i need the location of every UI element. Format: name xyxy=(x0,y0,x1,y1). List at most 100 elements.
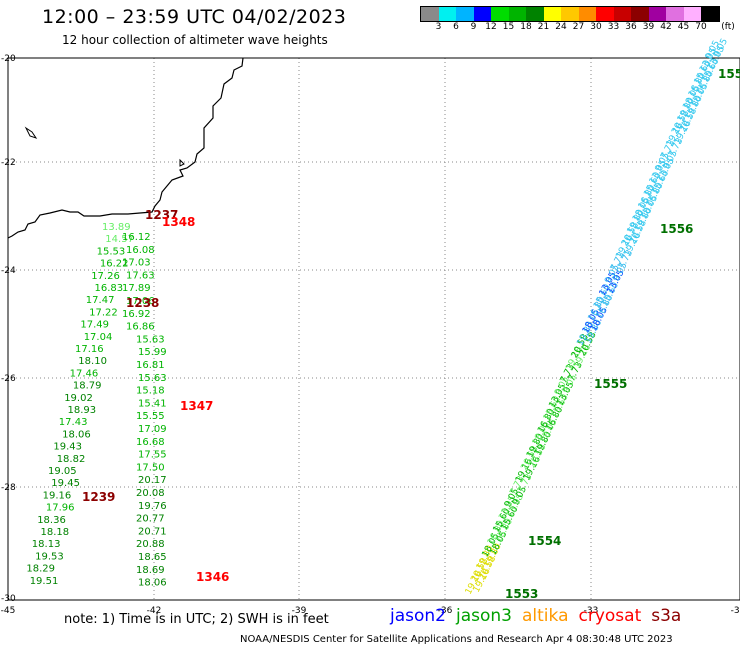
swh-value-label: 17.96 xyxy=(46,503,75,514)
swh-value-label: 19.45 xyxy=(51,478,80,489)
colorbar-tick: 9 xyxy=(470,22,477,32)
pass-time-labels: 1237 1238 1239 1348 1347 1346 1553 1554 1555 1556… xyxy=(82,67,740,601)
swh-value-label: 18.13 xyxy=(32,539,61,550)
pass-time-label: 1239 xyxy=(82,490,115,504)
colorbar-tick: 6 xyxy=(453,22,459,32)
swh-value-label: 15.63 xyxy=(136,334,165,345)
swh-value-label: 19.53 xyxy=(35,551,64,562)
swh-value-label: 18.10 xyxy=(78,356,107,367)
note-text: note: 1) Time is in UTC; 2) SWH is in fe… xyxy=(64,612,329,627)
x-axis-tick: -39 xyxy=(292,606,307,616)
pass-time-label: 1347 xyxy=(180,399,213,413)
pass-time-label: 155 xyxy=(718,67,740,81)
colorbar-tick: 42 xyxy=(660,22,672,32)
colorbar-tick: 18 xyxy=(520,22,532,32)
swh-value-label: 18.93 xyxy=(68,405,97,416)
colorbar-tick: 30 xyxy=(590,22,602,32)
swh-value-label: 17.16 xyxy=(75,344,104,355)
swh-value-label: 17.22 xyxy=(89,307,118,318)
swh-value-label: 20.08 xyxy=(136,488,165,499)
colorbar-swatch xyxy=(561,7,579,21)
y-axis-tick: -26 xyxy=(1,374,16,384)
swh-value-label: 17.89 xyxy=(122,283,151,294)
y-axis-tick: -28 xyxy=(1,483,16,493)
satellite-legend: jason2 jason3 altika cryosat s3a xyxy=(390,606,691,626)
swh-value-label: 18.69 xyxy=(136,565,165,576)
swh-value-label: 17.46 xyxy=(70,368,99,379)
colorbar-swatch xyxy=(596,7,614,21)
swh-value-label: 15.55 xyxy=(136,411,165,422)
swh-value-label: 18.29 xyxy=(26,564,55,575)
x-axis-tick: -30 xyxy=(731,606,740,616)
swh-value-label: 17.04 xyxy=(84,332,113,343)
footer-credit: NOAA/NESDIS Center for Satellite Applica… xyxy=(240,634,673,645)
swh-value-label: 16.12 xyxy=(122,232,151,243)
x-axis-tick: -33 xyxy=(584,606,599,616)
swh-value-label: 16.22 xyxy=(100,259,129,270)
swh-value-label: 19.02 xyxy=(64,393,93,404)
swh-value-label: 16.86 xyxy=(126,322,155,333)
swh-value-label: 20.77 xyxy=(136,514,165,525)
pass-time-label: 1237 xyxy=(145,208,178,222)
swh-value-label: 17.49 xyxy=(80,320,109,331)
pass-time-label: 1555 xyxy=(594,377,627,391)
colorbar-tick: 12 xyxy=(485,22,497,32)
colorbar-swatch xyxy=(578,7,596,21)
colorbar-tick: 24 xyxy=(555,22,567,32)
legend-altika: altika xyxy=(522,606,569,626)
y-axis-tick: -24 xyxy=(1,266,16,276)
colorbar-swatch xyxy=(438,7,456,21)
swh-value-label: 20.17 xyxy=(138,475,167,486)
colorbar-swatch xyxy=(508,7,526,21)
swh-value-label: 14.57 xyxy=(105,234,134,245)
colorbar-tick: 36 xyxy=(625,22,637,32)
swh-value-label: 20.88 xyxy=(136,539,165,550)
colorbar-swatch xyxy=(701,7,719,21)
swh-value-label: 16.08 xyxy=(126,245,155,256)
pass-time-label: 1553 xyxy=(505,587,538,601)
swh-value-label: 17.47 xyxy=(86,295,115,306)
colorbar-swatch xyxy=(683,7,701,21)
pass-time-label: 1346 xyxy=(196,570,229,584)
colorbar-tick: 70 xyxy=(695,22,707,32)
pass-time-label: 1556 xyxy=(660,222,693,236)
swh-value-label: 18.36 xyxy=(37,515,66,526)
map-frame xyxy=(7,57,740,601)
swh-value-label: 18.18 xyxy=(41,527,70,538)
legend-cryosat: cryosat xyxy=(578,606,642,626)
swh-value-label: 17.26 xyxy=(91,271,120,282)
x-axis-tick: -36 xyxy=(438,606,453,616)
swh-value-label: 18.06 xyxy=(62,429,91,440)
coastline xyxy=(7,57,244,239)
wave-height-colorbar xyxy=(420,6,720,22)
swh-value-label: 18.06 xyxy=(138,578,167,589)
pass-time-label: 1348 xyxy=(162,215,195,229)
colorbar-tick: 45 xyxy=(677,22,690,32)
swh-value-label: 16.83 xyxy=(95,283,124,294)
swh-value-label: 17.55 xyxy=(138,450,167,461)
swh-value-label: 19.16 xyxy=(43,490,72,501)
colorbar-unit: (ft) xyxy=(721,22,735,32)
swh-value-label: 17.50 xyxy=(136,462,165,473)
swh-value-label: 17.09 xyxy=(138,424,167,435)
axis-labels: -45 -42 -39 -36 -33 -30 -20 -22 -24 -26 -28 -30 xyxy=(1,54,740,616)
swh-value-label: 15.18 xyxy=(136,386,165,397)
colorbar-tick-labels: 3 6 9 12 15 18 21 24 27 30 33 36 39 42 45 70 (ft) xyxy=(420,22,740,36)
swh-value-label: 20.71 xyxy=(138,526,167,537)
swh-value-label: 17.63 xyxy=(126,270,155,281)
y-axis-tick: -30 xyxy=(1,594,16,604)
pass-time-label: 1238 xyxy=(126,296,159,310)
map-title: 12:00 – 23:59 UTC 04/02/2023 xyxy=(42,6,347,28)
colorbar-swatch xyxy=(456,7,474,21)
colorbar-tick: 15 xyxy=(502,22,515,32)
colorbar-tick: 33 xyxy=(607,22,620,32)
swh-value-label: 17.43 xyxy=(59,417,88,428)
colorbar-swatch xyxy=(543,7,561,21)
colorbar-swatch xyxy=(491,7,509,21)
colorbar-tick: 3 xyxy=(435,22,442,32)
pass-time-label: 1554 xyxy=(528,534,561,548)
colorbar-tick: 27 xyxy=(572,22,585,32)
swh-value-label: 15.63 xyxy=(138,373,167,384)
